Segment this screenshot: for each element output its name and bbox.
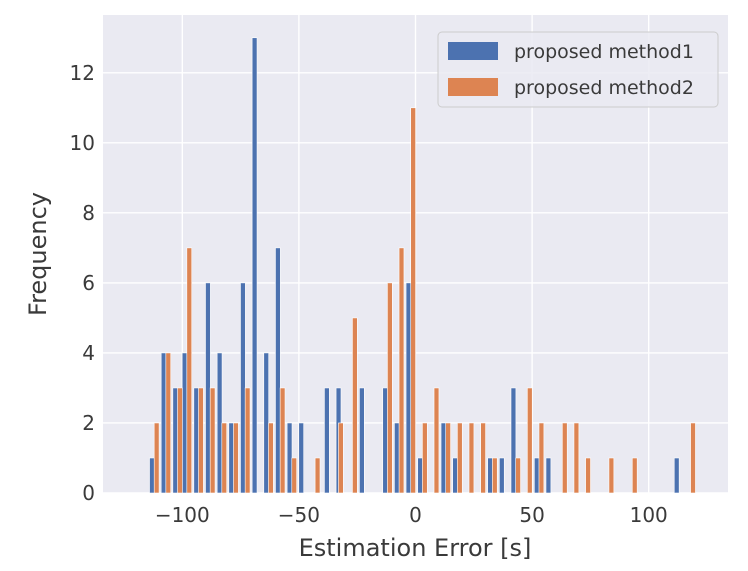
y-tick-label: 4 — [82, 341, 95, 365]
bar-series-2 — [268, 422, 274, 494]
bar-series-1 — [417, 457, 423, 494]
bar-series-2 — [165, 352, 172, 494]
bar-series-1 — [172, 387, 179, 494]
x-tick-label: 50 — [519, 503, 544, 527]
bar-series-2 — [209, 387, 216, 494]
bar-series-2 — [480, 422, 486, 494]
bar-series-1 — [216, 352, 223, 494]
bar-series-1 — [160, 352, 167, 494]
bar-series-1 — [510, 387, 517, 494]
bar-series-2 — [291, 457, 297, 494]
y-tick-label: 8 — [82, 201, 95, 225]
legend-label-method2: proposed method2 — [514, 77, 694, 99]
bar-series-2 — [690, 422, 696, 494]
y-tick-label: 12 — [70, 61, 95, 85]
bar-series-2 — [233, 422, 239, 494]
bar-series-1 — [228, 422, 235, 494]
legend-box — [437, 31, 719, 108]
y-tick-label: 6 — [82, 271, 95, 295]
bar-series-1 — [394, 422, 400, 494]
bars — [149, 37, 696, 494]
bar-series-1 — [359, 387, 365, 494]
bar-series-2 — [221, 422, 228, 494]
bar-series-1 — [405, 282, 412, 494]
bar-series-2 — [445, 422, 451, 494]
bar-series-1 — [298, 422, 304, 494]
bar-series-2 — [279, 387, 286, 494]
x-tick-label: 100 — [630, 503, 668, 527]
x-tick-label: −50 — [278, 503, 320, 527]
bar-series-1 — [487, 457, 493, 494]
bar-series-2 — [468, 422, 475, 494]
bar-series-1 — [440, 422, 447, 494]
bar-series-2 — [422, 422, 428, 494]
bar-series-2 — [410, 107, 416, 494]
bar-series-1 — [240, 282, 246, 494]
bar-series-2 — [153, 422, 160, 494]
bar-series-2 — [338, 422, 344, 494]
bar-series-2 — [244, 387, 251, 494]
bar-series-1 — [193, 387, 200, 494]
bar-series-1 — [263, 352, 269, 494]
bar-series-2 — [398, 247, 405, 494]
bar-series-1 — [673, 457, 680, 494]
y-tick-label: 2 — [82, 411, 95, 435]
x-tick-label: 0 — [409, 503, 422, 527]
bar-series-1 — [275, 247, 281, 494]
bar-series-2 — [186, 247, 193, 494]
y-axis-label: Frequency — [24, 192, 52, 316]
legend: proposed method1 proposed method2 — [437, 31, 719, 108]
bar-series-2 — [352, 317, 358, 494]
x-tick-label: −100 — [155, 503, 210, 527]
bar-series-1 — [149, 457, 155, 494]
y-tick-label: 10 — [70, 131, 95, 155]
bar-series-2 — [515, 457, 521, 494]
bar-series-2 — [492, 457, 498, 494]
bar-series-2 — [457, 422, 463, 494]
bar-series-1 — [534, 457, 540, 494]
y-tick-label: 0 — [82, 481, 95, 505]
legend-swatch-method2 — [448, 78, 498, 96]
bar-series-2 — [562, 422, 568, 494]
bar-series-1 — [545, 457, 552, 494]
bar-series-1 — [251, 37, 258, 494]
bar-series-2 — [314, 457, 321, 494]
bar-series-2 — [608, 457, 615, 494]
bar-series-2 — [631, 457, 638, 494]
bar-series-2 — [573, 422, 580, 494]
bar-series-2 — [387, 282, 393, 494]
legend-swatch-method1 — [448, 42, 498, 60]
bar-series-2 — [177, 387, 183, 494]
bar-series-2 — [538, 422, 545, 494]
bar-series-2 — [585, 457, 591, 494]
legend-label-method1: proposed method1 — [514, 41, 694, 63]
bar-series-1 — [181, 352, 188, 494]
bar-series-1 — [205, 282, 211, 494]
bar-series-2 — [433, 387, 440, 494]
bar-series-1 — [324, 387, 330, 494]
tick-labels: −100 −50 0 50 100 0 2 4 6 8 10 12 — [70, 61, 668, 527]
bar-series-1 — [452, 457, 458, 494]
bar-series-1 — [286, 422, 293, 494]
x-axis-label: Estimation Error [s] — [299, 534, 532, 562]
bar-series-1 — [382, 387, 388, 494]
bar-series-1 — [499, 457, 505, 494]
bar-series-2 — [527, 387, 533, 494]
bar-series-2 — [198, 387, 204, 494]
